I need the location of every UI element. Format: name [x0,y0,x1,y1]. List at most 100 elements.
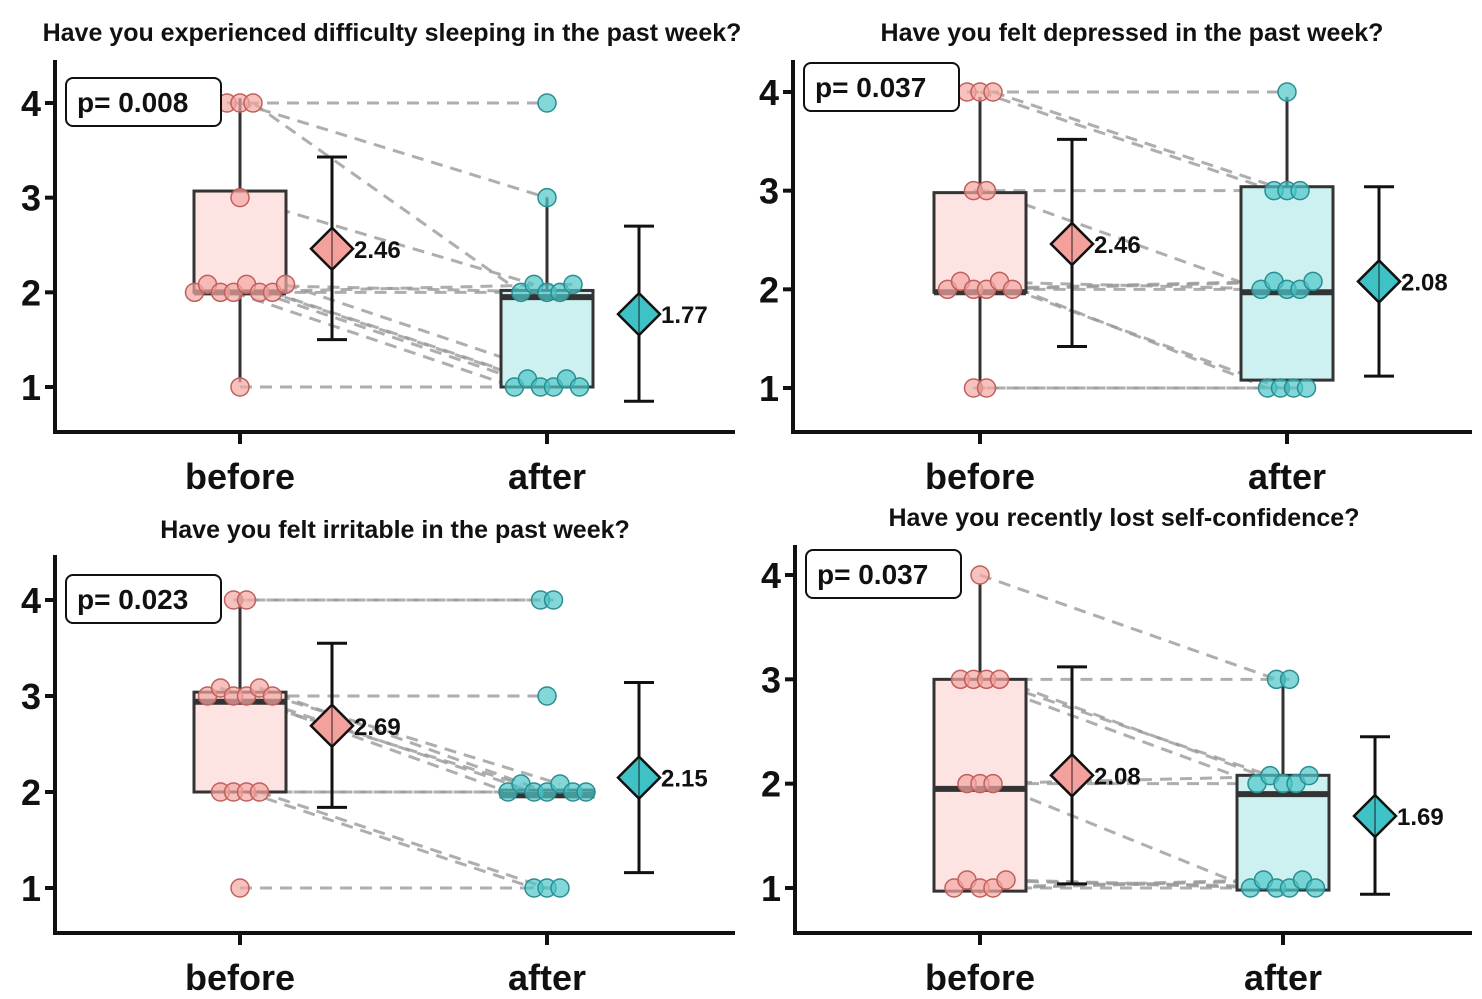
paired-line [986,279,1314,291]
panel-1: Have you experienced difficulty sleeping… [21,19,741,497]
after-point [1303,271,1323,292]
y-tick-label: 2 [759,269,779,310]
panel-4: Have you recently lost self-confidence? 1… [761,504,1472,998]
paired-line [252,101,522,294]
paired-line [985,189,1262,291]
x-tick-label: before [185,456,295,497]
mean-label: 2.46 [1094,232,1141,259]
before-point [976,378,997,398]
p-value-label: p= 0.023 [77,584,188,615]
paired-line [239,196,535,286]
panel-3: Have you felt irritable in the past week… [21,516,735,998]
after-point [1296,378,1317,398]
y-tick-label: 4 [21,83,41,124]
mean-label: 2.08 [1401,269,1448,296]
panel-title: Have you felt depressed in the past week… [881,19,1384,47]
after-box [499,288,595,389]
before-point [976,180,997,201]
paired-line [259,790,548,890]
panel-title: Have you felt irritable in the past week… [160,516,630,544]
paired-line [992,90,1288,193]
p-value-box [805,549,962,599]
before-point [970,565,990,585]
before-point [996,870,1016,890]
before-point [983,82,1003,102]
panel-2: Have you felt depressed in the past week… [759,19,1472,497]
mean-label: 2.69 [354,714,401,741]
paired-line [992,878,1303,890]
paired-line [259,290,541,389]
paired-line [246,790,535,890]
mean-label: 1.77 [661,302,708,329]
paired-line [979,90,1275,193]
after-point [550,878,570,898]
after-point [1290,180,1310,201]
p-value-label: p= 0.037 [817,559,928,590]
p-value-box [65,574,222,624]
x-tick-label: after [508,957,586,998]
after-point [576,782,596,802]
after-point [563,274,583,295]
mean-label: 2.15 [661,766,708,793]
y-tick-label: 1 [759,368,779,409]
x-tick-label: before [185,957,295,998]
y-tick-label: 1 [761,868,781,909]
paired-line [992,782,1252,890]
paired-line [246,694,535,794]
paired-line [1011,287,1282,390]
y-tick-label: 3 [21,178,41,219]
panel-title: Have you experienced difficulty sleeping… [43,19,742,47]
mean-label: 2.46 [354,237,401,264]
before-box [932,677,1028,893]
before-point [249,782,270,802]
paired-line [998,677,1284,786]
before-point [236,590,257,610]
x-tick-label: after [508,456,586,497]
y-tick-label: 3 [759,171,779,212]
y-tick-label: 1 [21,868,41,909]
after-point [1277,82,1297,102]
paired-line [1005,878,1316,890]
after-point [543,590,564,610]
before-box [192,690,288,794]
after-point [537,93,557,113]
paired-line [258,686,548,794]
panel-title: Have you recently lost self-confidence? [889,504,1360,532]
x-tick-label: after [1244,957,1322,998]
after-point [537,686,557,706]
p-value-label: p= 0.037 [815,72,926,103]
after-point [1279,669,1300,690]
after-point [1299,765,1319,786]
y-tick-label: 4 [21,580,41,621]
paired-line [986,677,1271,778]
after-point [1305,878,1326,898]
before-box [932,191,1028,294]
x-tick-label: before [925,957,1035,998]
after-point [569,377,590,397]
y-tick-label: 1 [21,367,41,408]
y-tick-label: 2 [21,272,41,313]
paired-line [979,774,1310,786]
before-point [1002,279,1023,300]
p-value-box [65,77,222,127]
before-point [230,878,250,898]
mean-label: 1.69 [1397,804,1444,831]
paired-line [233,290,515,389]
paired-line [272,694,561,786]
p-value-box [803,62,960,112]
y-tick-label: 3 [21,676,41,717]
before-point [230,377,250,397]
y-tick-label: 2 [761,764,781,805]
mean-label: 2.08 [1094,763,1141,790]
before-point [243,93,263,113]
paired-line [239,101,548,200]
paired-line [960,279,1288,291]
before-point [262,686,283,706]
y-tick-label: 4 [759,72,779,113]
p-value-label: p= 0.008 [77,87,188,118]
y-tick-label: 2 [21,772,41,813]
y-tick-label: 3 [761,659,781,700]
after-point [537,187,557,208]
before-point [989,669,1010,690]
